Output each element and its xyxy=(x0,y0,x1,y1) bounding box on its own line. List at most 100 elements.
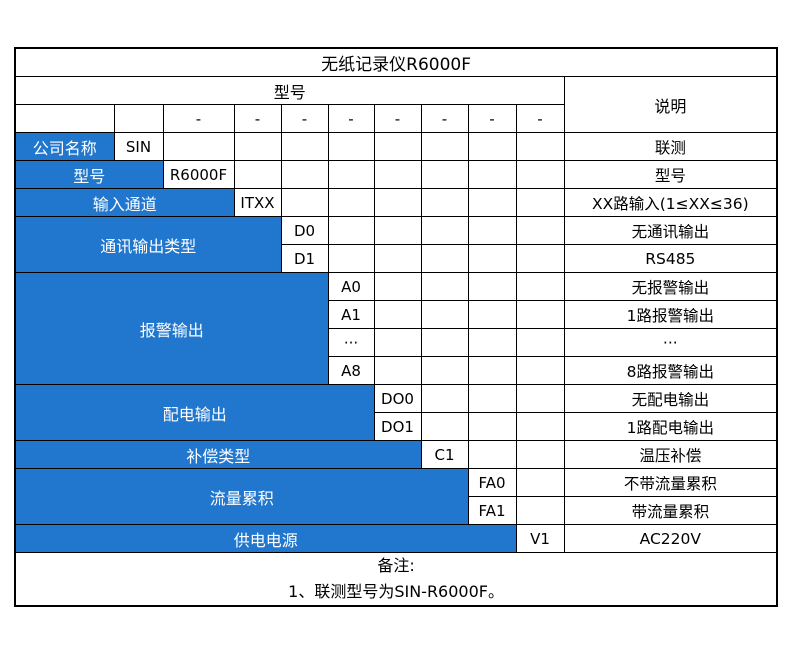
group-label-compensation-type: 补偿类型 xyxy=(14,440,422,469)
description-cell: XX路输入(1≤XX≤36) xyxy=(563,188,778,217)
empty-cell xyxy=(467,160,517,189)
remarks-row: 备注: 1、联测型号为SIN-R6000F。 xyxy=(14,552,778,607)
description-cell: 无配电输出 xyxy=(563,384,778,413)
group-label-model: 型号 xyxy=(14,160,164,189)
empty-cell xyxy=(467,300,517,329)
empty-cell xyxy=(420,132,469,161)
description-cell: 1路报警输出 xyxy=(563,300,778,329)
group-label-company-name: 公司名称 xyxy=(14,132,115,161)
empty-cell xyxy=(373,300,422,329)
model-number-header: 型号 xyxy=(14,76,565,105)
code-cell: A1 xyxy=(327,300,375,329)
empty-cell xyxy=(373,160,422,189)
description-cell: 型号 xyxy=(563,160,778,189)
empty-cell xyxy=(280,188,329,217)
empty-cell xyxy=(420,384,469,413)
empty-cell xyxy=(515,496,565,525)
description-cell: AC220V xyxy=(563,524,778,553)
code-cell: A0 xyxy=(327,272,375,301)
description-cell: 不带流量累积 xyxy=(563,468,778,497)
code-cell: D0 xyxy=(280,216,329,245)
group-label-power-supply: 供电电源 xyxy=(14,524,517,553)
table-row: 通讯输出类型 D0 无通讯输出 xyxy=(14,216,778,273)
dash-cell: - xyxy=(373,104,422,133)
empty-cell xyxy=(420,356,469,385)
code-cell: R6000F xyxy=(162,160,235,189)
empty-cell xyxy=(515,328,565,357)
description-cell: 无通讯输出 xyxy=(563,216,778,245)
empty-cell xyxy=(467,356,517,385)
empty-cell xyxy=(467,188,517,217)
code-cell: FA1 xyxy=(467,496,517,525)
empty-cell xyxy=(373,356,422,385)
empty-cell xyxy=(467,328,517,357)
description-header: 说明 xyxy=(563,76,778,133)
empty-cell xyxy=(162,132,235,161)
table-row: 流量累积 FA0 不带流量累积 xyxy=(14,468,778,525)
empty-cell xyxy=(467,216,517,245)
code-cell: ··· xyxy=(327,328,375,357)
code-cell: D1 xyxy=(280,244,329,273)
title-row: 无纸记录仪R6000F xyxy=(14,47,778,77)
table-row: FA1 带流量累积 xyxy=(15,496,778,525)
empty-cell xyxy=(515,272,565,301)
empty-cell xyxy=(373,272,422,301)
table-row: 报警输出 A0 无报警输出 xyxy=(14,272,778,385)
group-label-comm-output-type: 通讯输出类型 xyxy=(14,216,282,273)
description-cell: RS485 xyxy=(563,244,778,273)
empty-cell xyxy=(327,188,375,217)
empty-cell xyxy=(467,132,517,161)
table-row: ··· ··· xyxy=(15,328,778,357)
description-cell: 无报警输出 xyxy=(563,272,778,301)
remarks-note-1: 1、联测型号为SIN-R6000F。 xyxy=(288,582,504,601)
group-label-input-channels: 输入通道 xyxy=(14,188,235,217)
empty-cell xyxy=(233,160,282,189)
table-row: 配电输出 DO0 无配电输出 xyxy=(14,384,778,441)
empty-cell xyxy=(373,188,422,217)
code-cell: V1 xyxy=(515,524,565,553)
empty-cell xyxy=(420,328,469,357)
description-cell: 带流量累积 xyxy=(563,496,778,525)
empty-cell xyxy=(373,216,422,245)
description-cell: 温压补偿 xyxy=(563,440,778,469)
remarks-label: 备注: xyxy=(377,556,415,575)
group-label-alarm-output: 报警输出 xyxy=(14,272,329,385)
dash-row: - - - - - - - - xyxy=(14,104,777,133)
empty-cell xyxy=(420,216,469,245)
code-cell: DO0 xyxy=(373,384,422,413)
description-cell: 8路报警输出 xyxy=(563,356,778,385)
description-cell: 1路配电输出 xyxy=(563,412,778,441)
table-row: 输入通道 ITXX XX路输入(1≤XX≤36) xyxy=(14,188,778,217)
empty-cell xyxy=(113,104,164,133)
empty-cell xyxy=(515,440,565,469)
table-row: 供电电源 V1 AC220V xyxy=(14,524,778,553)
empty-cell xyxy=(515,384,565,413)
empty-cell xyxy=(467,272,517,301)
remarks: 备注: 1、联测型号为SIN-R6000F。 xyxy=(14,552,778,607)
empty-cell xyxy=(467,440,517,469)
empty-cell xyxy=(327,132,375,161)
dash-cell: - xyxy=(162,104,235,133)
empty-cell xyxy=(373,244,422,273)
code-cell: C1 xyxy=(420,440,469,469)
empty-cell xyxy=(327,160,375,189)
empty-cell xyxy=(280,160,329,189)
empty-cell xyxy=(420,160,469,189)
header-row: 型号 说明 xyxy=(14,76,778,133)
dash-cell: - xyxy=(420,104,469,133)
empty-cell xyxy=(373,328,422,357)
empty-cell xyxy=(327,244,375,273)
group-label-distribution-output: 配电输出 xyxy=(14,384,375,441)
table-row: 型号 R6000F 型号 xyxy=(14,160,778,189)
code-cell: A8 xyxy=(327,356,375,385)
empty-cell xyxy=(420,188,469,217)
empty-cell xyxy=(420,244,469,273)
empty-cell xyxy=(420,272,469,301)
table-title: 无纸记录仪R6000F xyxy=(14,47,778,77)
empty-cell xyxy=(14,104,115,133)
empty-cell xyxy=(515,132,565,161)
dash-cell: - xyxy=(233,104,282,133)
empty-cell xyxy=(515,188,565,217)
empty-cell xyxy=(327,216,375,245)
